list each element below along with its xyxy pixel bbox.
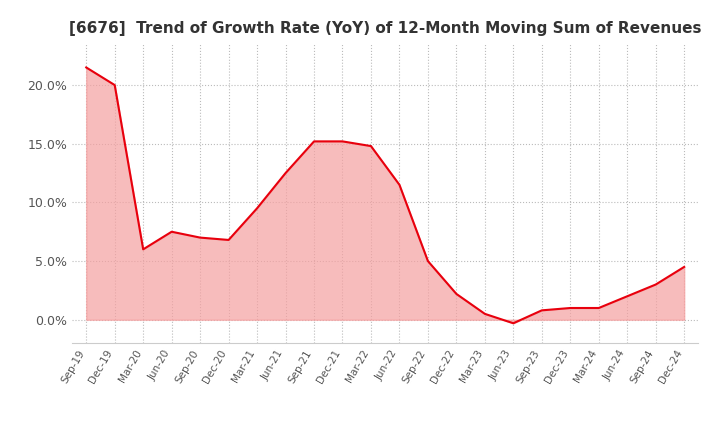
- Title: [6676]  Trend of Growth Rate (YoY) of 12-Month Moving Sum of Revenues: [6676] Trend of Growth Rate (YoY) of 12-…: [69, 21, 701, 36]
